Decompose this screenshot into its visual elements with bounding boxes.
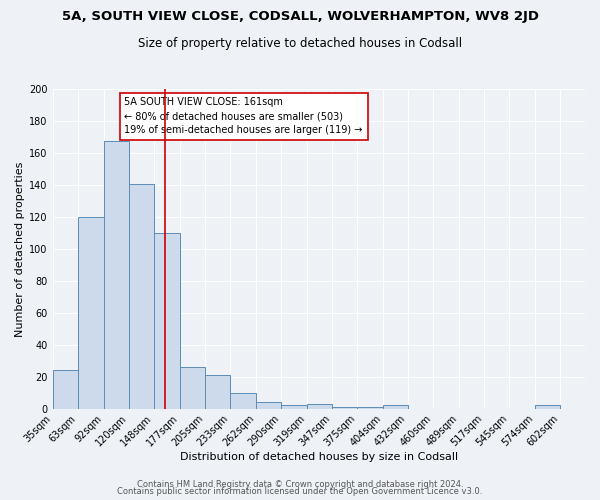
- Bar: [357, 407, 383, 408]
- Bar: [205, 375, 230, 408]
- Bar: [281, 406, 307, 408]
- Bar: [535, 406, 560, 408]
- Text: 5A SOUTH VIEW CLOSE: 161sqm
← 80% of detached houses are smaller (503)
19% of se: 5A SOUTH VIEW CLOSE: 161sqm ← 80% of det…: [124, 98, 363, 136]
- Bar: [332, 407, 357, 408]
- Text: Size of property relative to detached houses in Codsall: Size of property relative to detached ho…: [138, 38, 462, 51]
- Text: 5A, SOUTH VIEW CLOSE, CODSALL, WOLVERHAMPTON, WV8 2JD: 5A, SOUTH VIEW CLOSE, CODSALL, WOLVERHAM…: [62, 10, 539, 23]
- Text: Contains public sector information licensed under the Open Government Licence v3: Contains public sector information licen…: [118, 487, 482, 496]
- Bar: [154, 233, 179, 408]
- Bar: [256, 402, 281, 408]
- X-axis label: Distribution of detached houses by size in Codsall: Distribution of detached houses by size …: [180, 452, 458, 462]
- Y-axis label: Number of detached properties: Number of detached properties: [15, 162, 25, 336]
- Bar: [104, 140, 128, 408]
- Bar: [179, 367, 205, 408]
- Bar: [230, 392, 256, 408]
- Text: Contains HM Land Registry data © Crown copyright and database right 2024.: Contains HM Land Registry data © Crown c…: [137, 480, 463, 489]
- Bar: [307, 404, 332, 408]
- Bar: [128, 184, 154, 408]
- Bar: [53, 370, 77, 408]
- Bar: [383, 406, 408, 408]
- Bar: [77, 217, 104, 408]
